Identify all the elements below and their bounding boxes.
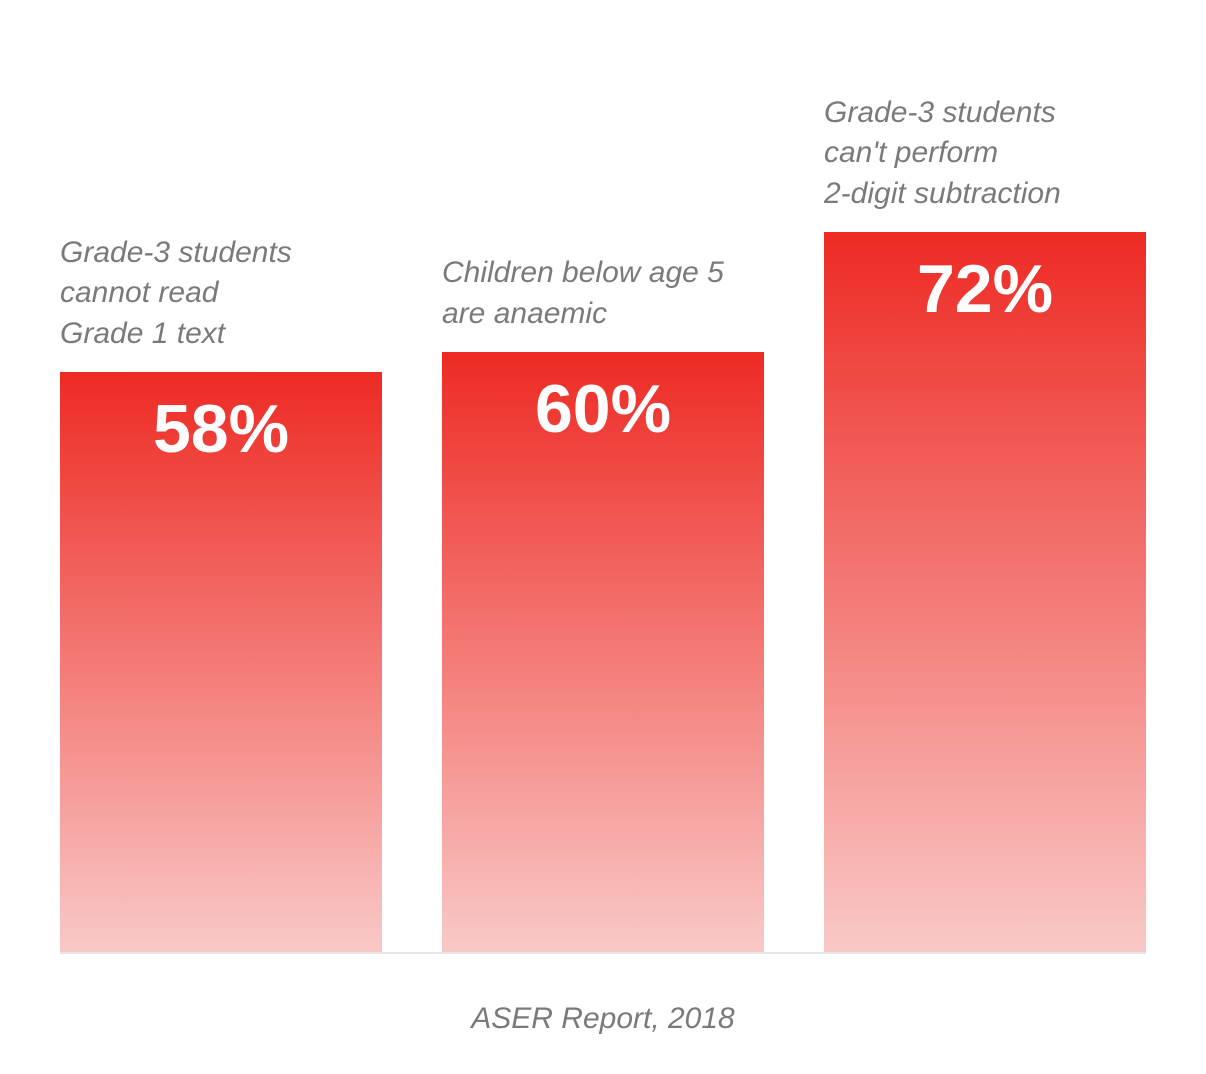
- chart-caption: ASER Report, 2018: [0, 1002, 1206, 1036]
- bar-rect: 72%: [824, 232, 1146, 952]
- bars-container: Grade-3 students cannot read Grade 1 tex…: [60, 52, 1146, 952]
- bar-value: 72%: [824, 250, 1146, 328]
- bar-column: Children below age 5 are anaemic 60%: [442, 352, 764, 952]
- plot-area: Grade-3 students cannot read Grade 1 tex…: [60, 54, 1146, 954]
- bar-rect: 58%: [60, 372, 382, 952]
- bar-value: 58%: [60, 390, 382, 468]
- bar-label: Grade-3 students can't perform 2-digit s…: [824, 93, 1061, 215]
- bar-label: Children below age 5 are anaemic: [442, 253, 724, 334]
- bar-chart: Grade-3 students cannot read Grade 1 tex…: [0, 0, 1206, 1074]
- chart-baseline: [60, 952, 1146, 954]
- bar-value: 60%: [442, 370, 764, 448]
- bar-column: Grade-3 students cannot read Grade 1 tex…: [60, 372, 382, 952]
- bar-rect: 60%: [442, 352, 764, 952]
- bar-column: Grade-3 students can't perform 2-digit s…: [824, 232, 1146, 952]
- bar-label: Grade-3 students cannot read Grade 1 tex…: [60, 233, 292, 355]
